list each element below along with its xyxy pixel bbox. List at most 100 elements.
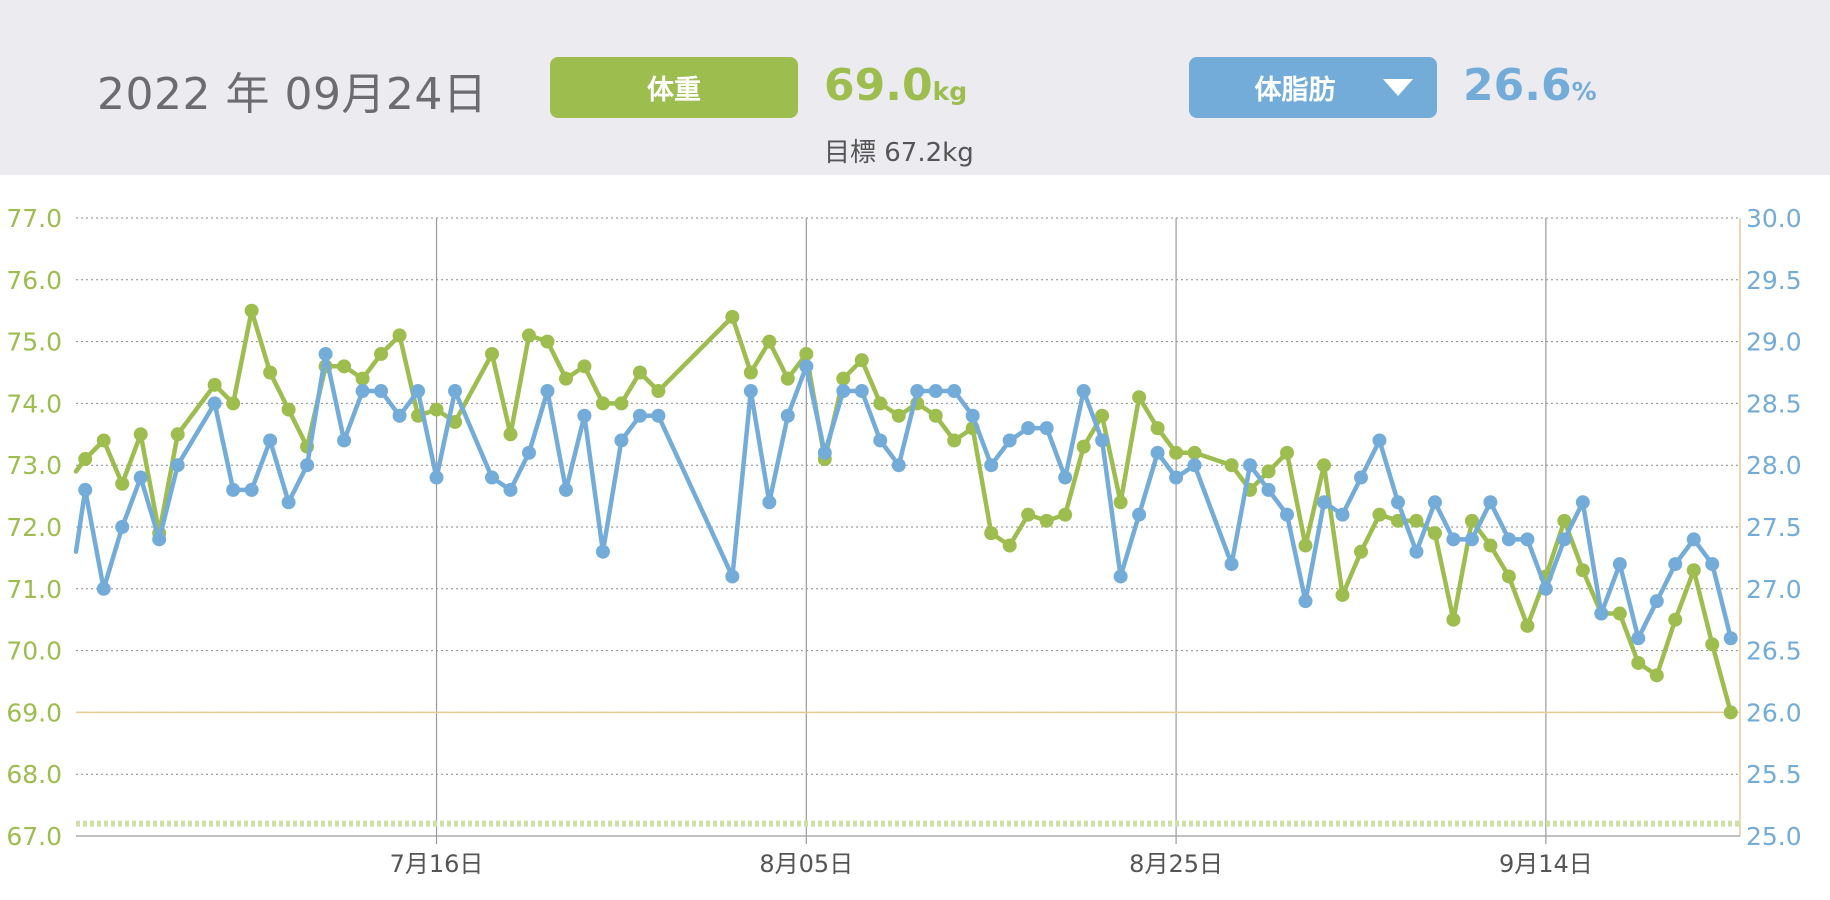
body-fat-data-point bbox=[1631, 631, 1646, 646]
body-fat-data-point bbox=[1390, 495, 1405, 510]
weight-data-point bbox=[1021, 507, 1036, 522]
weight-data-point bbox=[1076, 439, 1091, 454]
body-fat-data-point bbox=[1723, 631, 1738, 646]
body-fat-data-point bbox=[1002, 433, 1017, 448]
body-fat-data-point bbox=[1427, 495, 1442, 510]
body-fat-data-point bbox=[1150, 445, 1165, 460]
weight-data-point bbox=[521, 328, 536, 343]
body-fat-data-point bbox=[1594, 606, 1609, 621]
body-fat-data-point bbox=[503, 482, 518, 497]
body-fat-data-point bbox=[595, 544, 610, 559]
body-fat-data-point bbox=[152, 532, 167, 547]
weight-data-point bbox=[725, 309, 740, 324]
weight-data-point bbox=[651, 384, 666, 399]
body-fat-data-point bbox=[965, 408, 980, 423]
weight-data-point bbox=[873, 396, 888, 411]
body-fat-data-point bbox=[244, 482, 259, 497]
weight-data-point bbox=[1409, 513, 1424, 528]
body-fat-data-point bbox=[115, 520, 130, 534]
body-fat-data-point bbox=[1649, 594, 1664, 609]
body-fat-data-point bbox=[1446, 532, 1461, 547]
body-fat-data-point bbox=[817, 445, 832, 460]
body-fat-data-point bbox=[485, 470, 499, 485]
y-left-tick-label: 75.0 bbox=[6, 328, 62, 357]
weight-data-point bbox=[170, 427, 185, 442]
y-left-tick-label: 77.0 bbox=[6, 204, 62, 233]
weight-data-point bbox=[1353, 544, 1368, 559]
body-fat-data-point bbox=[1409, 544, 1424, 559]
y-right-tick-label: 29.0 bbox=[1746, 328, 1802, 357]
weight-data-point bbox=[1058, 507, 1073, 522]
weight-data-point bbox=[1668, 612, 1683, 627]
weight-data-point bbox=[1280, 445, 1295, 460]
body-fat-data-point bbox=[1243, 458, 1258, 473]
chart-area[interactable]: 67.0 68.0 69.0 70.0 71.0 72.0 73.0 74.0 75.0 76.0… bbox=[0, 175, 1830, 896]
x-tick-label: 7月16日 bbox=[390, 850, 484, 878]
weight-data-point bbox=[78, 452, 93, 467]
weight-number: 69.0 bbox=[824, 60, 933, 111]
y-left-tick-label: 70.0 bbox=[6, 637, 62, 666]
body-fat-data-point bbox=[374, 384, 389, 399]
body-fat-data-point bbox=[1169, 470, 1184, 485]
body-fat-data-point bbox=[300, 458, 315, 473]
weight-data-point bbox=[226, 396, 241, 411]
body-fat-data-point bbox=[263, 433, 278, 448]
weight-data-point bbox=[207, 377, 222, 392]
body-fat-data-point bbox=[836, 384, 851, 399]
body-fat-series-line bbox=[73, 351, 1734, 641]
body-fat-data-point bbox=[1113, 569, 1128, 584]
body-fat-data-point bbox=[1575, 495, 1590, 510]
weight-data-point bbox=[1039, 513, 1054, 528]
weight-data-point bbox=[429, 402, 444, 417]
body-fat-data-point bbox=[1520, 532, 1535, 547]
weight-data-point bbox=[1002, 538, 1017, 553]
weight-data-point bbox=[1705, 637, 1720, 652]
weight-unit: kg bbox=[932, 77, 968, 106]
weight-data-point bbox=[1132, 390, 1147, 405]
weight-button[interactable]: 体重 bbox=[550, 57, 798, 118]
weight-data-point bbox=[485, 346, 499, 361]
weight-data-point bbox=[1631, 655, 1646, 670]
weight-data-point bbox=[263, 365, 278, 380]
body-fat-data-point bbox=[429, 470, 444, 485]
y-left-tick-label: 68.0 bbox=[6, 760, 62, 789]
body-fat-data-point bbox=[170, 458, 185, 473]
y-left-tick-label: 69.0 bbox=[6, 698, 62, 727]
weight-data-point bbox=[558, 371, 573, 386]
weight-data-point bbox=[96, 433, 111, 448]
weight-data-point bbox=[891, 408, 906, 423]
y-right-tick-label: 30.0 bbox=[1746, 204, 1802, 233]
weight-data-point bbox=[1501, 569, 1516, 584]
body-fat-data-point bbox=[1261, 482, 1276, 497]
weight-data-point bbox=[133, 427, 148, 442]
x-tick-label: 8月25日 bbox=[1129, 850, 1223, 878]
weight-data-point bbox=[1483, 538, 1498, 553]
weight-data-point bbox=[1649, 668, 1664, 683]
body-fat-data-point bbox=[1686, 532, 1701, 547]
body-fat-data-point bbox=[577, 408, 592, 423]
weight-data-point bbox=[1723, 705, 1738, 720]
body-fat-data-point bbox=[448, 384, 463, 399]
body-fat-data-point bbox=[1538, 581, 1553, 596]
body-fat-data-point bbox=[762, 495, 777, 510]
weight-data-point bbox=[984, 526, 999, 541]
weight-data-point bbox=[1298, 538, 1313, 553]
weight-data-point bbox=[540, 334, 555, 349]
body-fat-data-point bbox=[799, 359, 814, 374]
weight-data-point bbox=[448, 414, 463, 429]
body-fat-data-point bbox=[1021, 421, 1036, 436]
body-fat-data-point bbox=[337, 433, 352, 448]
weight-data-point bbox=[115, 476, 130, 491]
weight-data-point bbox=[281, 402, 296, 417]
body-fat-dropdown[interactable]: 体脂肪 bbox=[1189, 57, 1437, 118]
weight-bodyfat-chart[interactable]: 67.0 68.0 69.0 70.0 71.0 72.0 73.0 74.0 75.0 76.0… bbox=[0, 175, 1830, 896]
body-fat-data-point bbox=[614, 433, 629, 448]
body-fat-data-point bbox=[1132, 507, 1147, 522]
body-fat-data-point bbox=[947, 384, 962, 399]
weight-value: 69.0kg bbox=[824, 60, 967, 111]
y-right-tick-label: 29.5 bbox=[1746, 266, 1802, 295]
y-right-tick-label: 28.5 bbox=[1746, 389, 1802, 418]
weight-data-point bbox=[836, 371, 851, 386]
body-fat-data-point bbox=[355, 384, 370, 399]
weight-data-point bbox=[1261, 464, 1276, 479]
